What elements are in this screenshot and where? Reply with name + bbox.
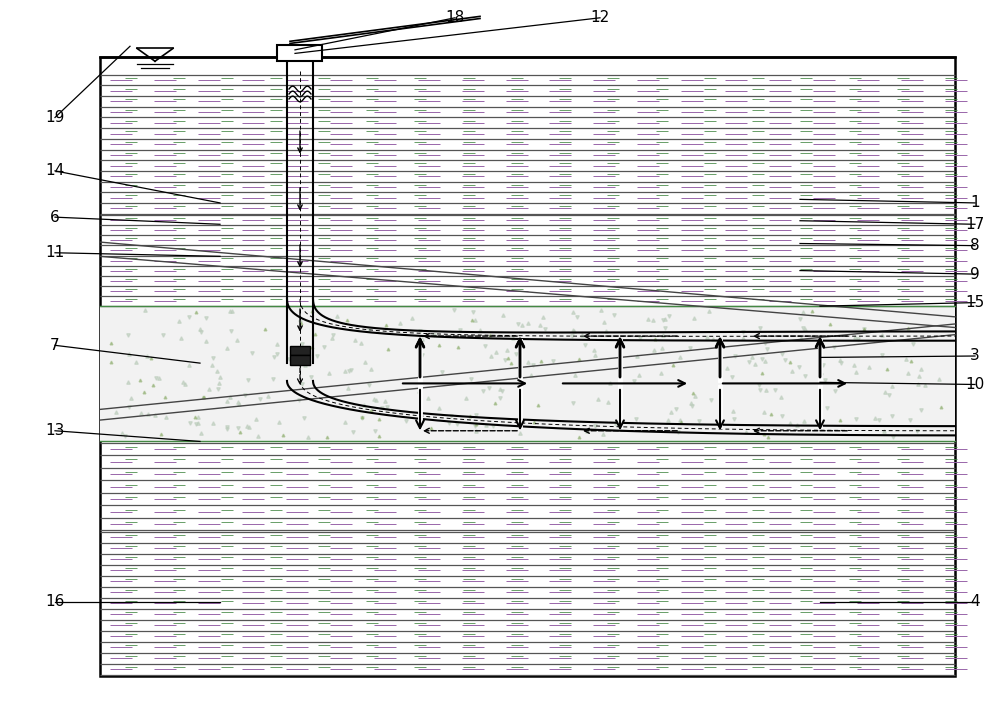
Text: 10: 10 <box>965 377 985 392</box>
Text: 9: 9 <box>970 266 980 282</box>
Text: 14: 14 <box>45 163 65 179</box>
Text: 11: 11 <box>45 245 65 261</box>
Text: 17: 17 <box>965 216 985 232</box>
Bar <box>100 306 955 441</box>
Text: 18: 18 <box>445 10 465 26</box>
Text: 3: 3 <box>970 348 980 364</box>
Text: 6: 6 <box>50 209 60 225</box>
Text: 8: 8 <box>970 238 980 253</box>
Text: 15: 15 <box>965 295 985 310</box>
Text: 16: 16 <box>45 594 65 609</box>
Text: 19: 19 <box>45 110 65 125</box>
Text: 1: 1 <box>970 195 980 211</box>
Bar <box>277 45 322 61</box>
Text: 7: 7 <box>50 337 60 353</box>
Bar <box>290 346 310 355</box>
Bar <box>100 57 955 676</box>
Text: 13: 13 <box>45 423 65 439</box>
Bar <box>290 355 310 365</box>
Text: 4: 4 <box>970 594 980 609</box>
Text: 12: 12 <box>590 10 610 26</box>
